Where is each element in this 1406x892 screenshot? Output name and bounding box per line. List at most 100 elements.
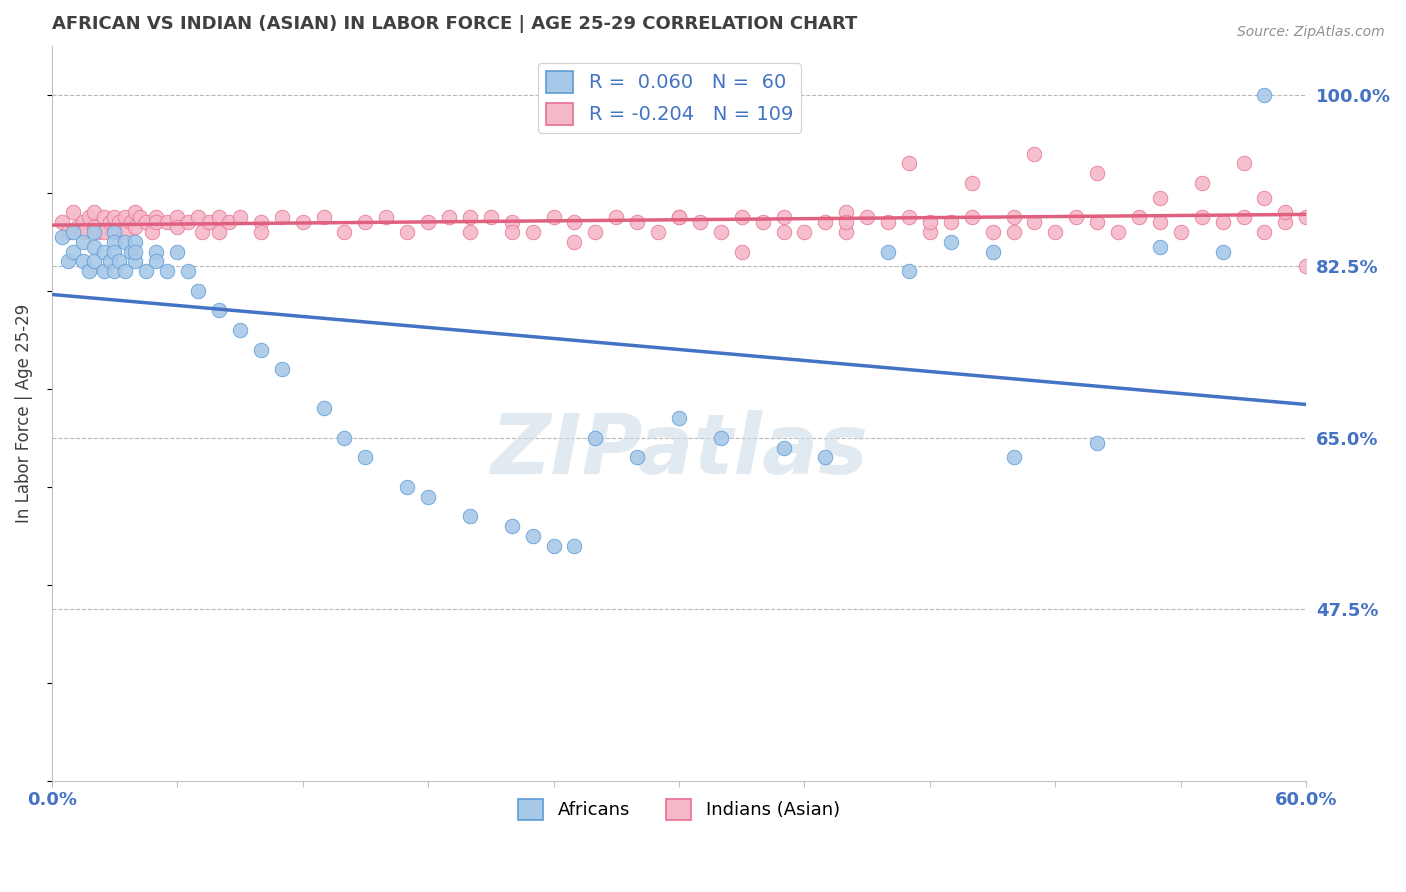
Point xyxy=(918,215,941,229)
Point xyxy=(396,480,419,494)
Point xyxy=(1149,215,1171,229)
Legend: Africans, Indians (Asian): Africans, Indians (Asian) xyxy=(510,792,848,827)
Point xyxy=(176,215,198,229)
Point xyxy=(58,225,80,239)
Point xyxy=(1274,215,1296,229)
Point xyxy=(1002,450,1025,465)
Point xyxy=(291,215,314,229)
Point xyxy=(898,211,921,225)
Point xyxy=(250,215,273,229)
Point xyxy=(856,211,879,225)
Point xyxy=(1253,225,1275,239)
Point xyxy=(1024,146,1046,161)
Point xyxy=(107,215,129,229)
Point xyxy=(793,225,815,239)
Point xyxy=(668,211,690,225)
Point xyxy=(1191,211,1213,225)
Point xyxy=(543,539,565,553)
Point xyxy=(583,225,606,239)
Point xyxy=(898,264,921,278)
Point xyxy=(93,264,115,278)
Point xyxy=(124,254,146,268)
Point xyxy=(564,235,586,249)
Point xyxy=(87,225,110,239)
Point xyxy=(145,215,167,229)
Point xyxy=(918,225,941,239)
Point xyxy=(835,225,858,239)
Text: AFRICAN VS INDIAN (ASIAN) IN LABOR FORCE | AGE 25-29 CORRELATION CHART: AFRICAN VS INDIAN (ASIAN) IN LABOR FORCE… xyxy=(52,15,858,33)
Y-axis label: In Labor Force | Age 25-29: In Labor Force | Age 25-29 xyxy=(15,303,32,523)
Point xyxy=(668,411,690,425)
Point xyxy=(103,244,125,259)
Point xyxy=(1232,156,1254,170)
Point xyxy=(208,303,231,318)
Point xyxy=(176,264,198,278)
Point xyxy=(458,225,481,239)
Point xyxy=(114,225,136,239)
Point xyxy=(208,211,231,225)
Point xyxy=(114,211,136,225)
Point xyxy=(312,401,335,416)
Point xyxy=(114,235,136,249)
Point xyxy=(668,211,690,225)
Point xyxy=(83,254,105,268)
Point xyxy=(939,235,962,249)
Text: Source: ZipAtlas.com: Source: ZipAtlas.com xyxy=(1237,25,1385,39)
Point xyxy=(877,244,900,259)
Point xyxy=(270,362,292,376)
Point xyxy=(501,225,523,239)
Point xyxy=(51,215,73,229)
Point xyxy=(1107,225,1129,239)
Point xyxy=(98,215,121,229)
Point xyxy=(141,225,163,239)
Point xyxy=(51,230,73,244)
Point xyxy=(83,240,105,254)
Point xyxy=(835,205,858,219)
Point xyxy=(103,235,125,249)
Point xyxy=(135,264,157,278)
Point xyxy=(72,254,94,268)
Point xyxy=(218,215,240,229)
Point xyxy=(79,211,101,225)
Point xyxy=(1085,435,1108,450)
Point xyxy=(197,215,219,229)
Point xyxy=(312,211,335,225)
Point xyxy=(375,211,398,225)
Point xyxy=(354,215,377,229)
Point xyxy=(250,343,273,357)
Point xyxy=(187,211,209,225)
Point xyxy=(751,215,773,229)
Point xyxy=(83,220,105,235)
Point xyxy=(981,225,1004,239)
Point xyxy=(437,211,460,225)
Point xyxy=(710,225,733,239)
Point xyxy=(208,225,231,239)
Point xyxy=(124,235,146,249)
Point xyxy=(58,254,80,268)
Point xyxy=(1024,215,1046,229)
Point xyxy=(605,211,627,225)
Point xyxy=(124,244,146,259)
Point xyxy=(145,211,167,225)
Point xyxy=(62,244,84,259)
Point xyxy=(1170,225,1192,239)
Point xyxy=(898,156,921,170)
Point xyxy=(1274,205,1296,219)
Point xyxy=(458,509,481,524)
Point xyxy=(1045,225,1067,239)
Point xyxy=(814,215,837,229)
Point xyxy=(107,254,129,268)
Point xyxy=(72,235,94,249)
Point xyxy=(1212,244,1234,259)
Point xyxy=(145,244,167,259)
Point xyxy=(689,215,711,229)
Point xyxy=(1191,176,1213,190)
Point xyxy=(83,205,105,219)
Point xyxy=(72,215,94,229)
Point xyxy=(1253,87,1275,102)
Point xyxy=(114,264,136,278)
Point xyxy=(145,254,167,268)
Point xyxy=(543,211,565,225)
Point xyxy=(564,215,586,229)
Point xyxy=(333,225,356,239)
